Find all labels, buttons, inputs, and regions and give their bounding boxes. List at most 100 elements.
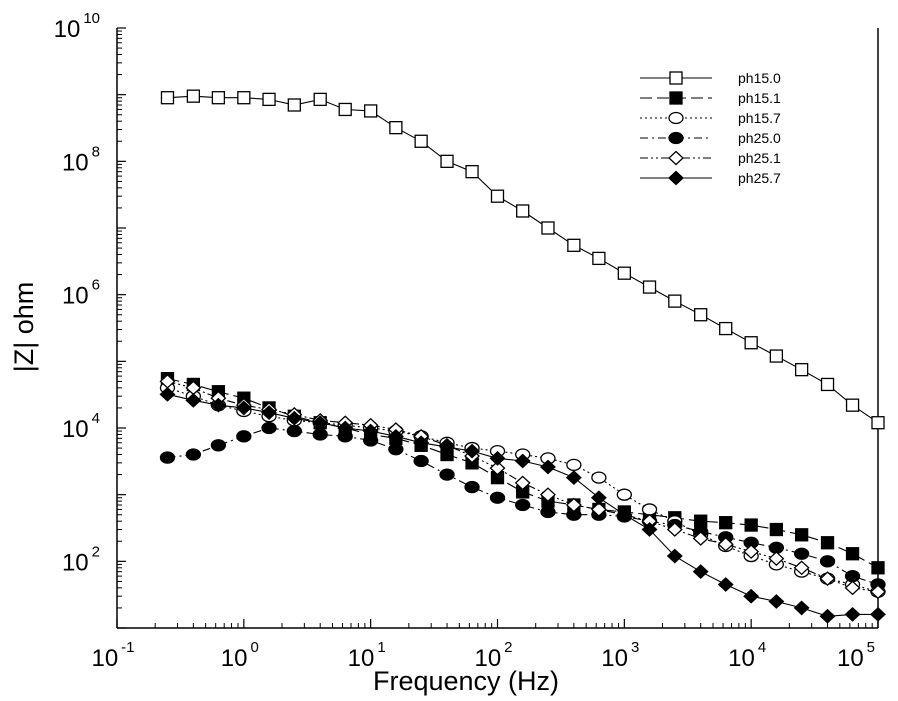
data-point xyxy=(338,102,352,117)
data-point xyxy=(793,600,810,616)
data-point xyxy=(210,397,227,413)
legend-item: ph15.1 xyxy=(640,90,781,106)
data-point xyxy=(641,503,658,516)
data-point xyxy=(464,443,481,459)
data-point xyxy=(870,584,886,600)
x-tick-label: 10 1 xyxy=(348,639,386,672)
data-point xyxy=(692,531,709,546)
data-point xyxy=(694,308,708,322)
data-point xyxy=(793,560,810,576)
data-point xyxy=(286,410,303,426)
data-point xyxy=(337,420,354,436)
data-point xyxy=(616,488,632,501)
x-tick-label: 10 5 xyxy=(837,639,875,672)
data-point xyxy=(286,424,302,438)
data-point xyxy=(717,536,734,552)
legend-item: ph15.0 xyxy=(640,70,781,86)
y-tick-label: 10 4 xyxy=(62,410,100,443)
data-point xyxy=(439,468,455,481)
data-point xyxy=(642,280,657,294)
data-point xyxy=(185,392,202,408)
data-point xyxy=(465,165,479,179)
data-point xyxy=(794,363,809,377)
data-point xyxy=(387,428,404,444)
data-point xyxy=(590,490,607,506)
y-tick-label: 10 10 xyxy=(54,10,100,43)
legend-marker xyxy=(668,111,684,125)
legend-marker xyxy=(668,131,684,145)
data-point xyxy=(844,569,861,583)
data-point xyxy=(313,92,327,107)
data-point xyxy=(668,294,682,308)
data-point xyxy=(871,561,885,575)
data-point xyxy=(235,400,252,416)
data-point xyxy=(489,460,506,476)
data-point xyxy=(719,516,733,530)
data-point xyxy=(211,91,226,105)
data-point xyxy=(592,251,606,266)
data-point xyxy=(743,588,760,604)
data-point xyxy=(261,421,277,435)
legend-item: ph25.1 xyxy=(640,150,781,166)
data-point xyxy=(439,439,455,455)
data-point xyxy=(515,498,531,512)
x-tick-label: 10 -1 xyxy=(91,639,134,672)
data-point xyxy=(820,377,835,392)
data-point xyxy=(287,98,301,112)
data-point xyxy=(540,505,556,519)
data-point xyxy=(185,448,202,461)
legend-marker xyxy=(669,71,683,85)
data-point xyxy=(566,458,582,472)
data-point xyxy=(389,121,403,135)
data-point xyxy=(237,91,251,105)
data-point xyxy=(744,518,758,532)
data-point xyxy=(413,454,429,468)
series-line xyxy=(167,380,879,593)
data-point xyxy=(516,204,530,218)
legend-label: ph25.7 xyxy=(738,170,781,186)
x-tick-label: 10 3 xyxy=(601,639,639,672)
data-point xyxy=(210,439,227,452)
data-point xyxy=(541,221,555,235)
data-point xyxy=(666,548,683,564)
data-point xyxy=(514,453,531,469)
x-axis-title: Frequency (Hz) xyxy=(373,666,559,696)
data-point xyxy=(440,154,454,168)
data-point xyxy=(744,336,758,350)
legend-item: ph25.0 xyxy=(640,130,781,146)
legend-marker xyxy=(668,150,684,166)
data-point xyxy=(236,430,252,443)
legend: ph15.0 ph15.1 ph15.7 ph25.0 ph25.1 ph25.7 xyxy=(640,70,781,186)
data-point xyxy=(413,435,430,451)
data-point xyxy=(845,398,860,412)
legend-item: ph15.7 xyxy=(640,110,781,126)
data-point xyxy=(845,547,860,561)
data-point xyxy=(820,536,835,550)
data-point xyxy=(262,92,276,107)
series-ph25-7 xyxy=(159,386,886,624)
legend-label: ph15.7 xyxy=(738,110,781,126)
data-point xyxy=(490,189,505,203)
data-point xyxy=(489,491,506,504)
data-point xyxy=(819,571,836,587)
data-point xyxy=(362,423,379,439)
data-point xyxy=(312,428,328,441)
series-ph15-0 xyxy=(160,89,885,430)
data-point xyxy=(769,349,784,363)
data-point xyxy=(617,266,631,280)
data-point xyxy=(871,416,885,430)
data-point xyxy=(261,405,277,421)
data-point xyxy=(312,415,329,431)
data-point xyxy=(464,480,480,494)
data-point xyxy=(159,451,176,464)
x-axis-ticks: 10 -1 10 0 10 1 10 2 10 3 10 4 10 5 xyxy=(91,619,879,672)
data-point xyxy=(844,607,861,622)
legend-marker xyxy=(669,91,683,105)
data-point xyxy=(514,475,531,491)
data-point xyxy=(591,471,607,484)
data-point xyxy=(567,238,581,252)
data-point xyxy=(489,451,506,466)
y-axis-title: |Z| ohm xyxy=(9,282,39,373)
data-point xyxy=(590,502,607,517)
